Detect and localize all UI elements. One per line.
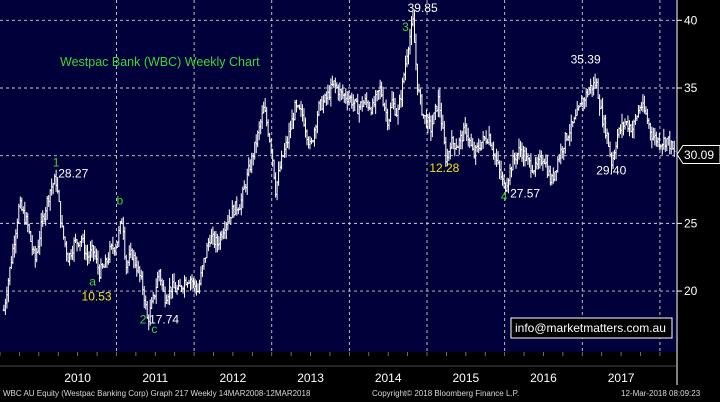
price-chart: 128.27 b a10.53 2 17.74c 3 39.85 12.28 4 27.57 35.… xyxy=(0,0,720,385)
footer-timestamp: 12-Mar-2018 08:09:23 xyxy=(621,389,701,398)
y-tick-label: 20 xyxy=(684,284,698,298)
x-tick-label: 2011 xyxy=(142,371,168,385)
wave-label: b xyxy=(116,193,123,207)
y-tick-label: 40 xyxy=(684,13,698,27)
wave-label: 1 xyxy=(53,156,60,170)
x-tick-label: 2010 xyxy=(64,371,91,385)
footer-bar: WBC AU Equity (Westpac Banking Corp) Gra… xyxy=(0,385,720,402)
x-tick-label: 2012 xyxy=(220,371,247,385)
wave-label: c xyxy=(151,322,157,336)
price-bars xyxy=(2,9,676,331)
annotations: 128.27 b a10.53 2 17.74c 3 39.85 12.28 4 27.57 35.… xyxy=(53,1,627,336)
price-label: 28.27 xyxy=(58,166,88,180)
price-label: 10.53 xyxy=(82,290,112,304)
x-tick-label: 2017 xyxy=(608,371,635,385)
watermark-box: info@marketmatters.com.au xyxy=(510,317,673,339)
footer-security-info: WBC AU Equity (Westpac Banking Corp) Gra… xyxy=(3,389,311,398)
plot-background xyxy=(0,0,677,352)
x-tick-label: 2013 xyxy=(297,371,324,385)
last-price-marker: 30.09 xyxy=(676,144,720,164)
price-label: 12.28 xyxy=(429,161,459,175)
price-label: 39.85 xyxy=(408,1,438,15)
axes: 2025303540201020112012201320142015201620… xyxy=(0,0,720,385)
x-tick-label: 2015 xyxy=(452,371,479,385)
wave-label: 3 xyxy=(402,20,409,34)
y-tick-label: 35 xyxy=(684,81,698,95)
x-tick-label: 2016 xyxy=(530,371,557,385)
x-tick-label: 2014 xyxy=(375,371,402,385)
price-label: 27.57 xyxy=(510,187,540,201)
y-tick-label: 25 xyxy=(684,216,698,230)
last-price-label: 30.09 xyxy=(684,148,714,162)
wave-label: 4 xyxy=(501,189,508,203)
wave-label: 2 xyxy=(140,313,147,327)
price-label: 29.40 xyxy=(596,164,626,178)
footer-copyright: Copyright© 2018 Bloomberg Finance L.P. xyxy=(372,389,520,398)
price-label: 17.74 xyxy=(149,313,179,327)
last-price-box xyxy=(676,144,720,164)
price-label: 35.39 xyxy=(571,53,601,67)
wave-label: a xyxy=(89,275,96,289)
chart-title: Westpac Bank (WBC) Weekly Chart xyxy=(60,55,260,69)
watermark-text: info@marketmatters.com.au xyxy=(515,321,666,335)
